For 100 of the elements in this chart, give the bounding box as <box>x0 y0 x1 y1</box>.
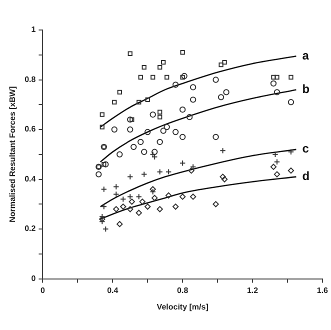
point <box>150 186 156 192</box>
point <box>130 117 134 122</box>
point <box>136 210 142 216</box>
point <box>102 162 106 167</box>
point <box>136 194 142 200</box>
point <box>179 160 186 166</box>
point <box>144 128 151 136</box>
point <box>271 74 276 80</box>
point <box>218 62 224 68</box>
point <box>138 74 143 80</box>
point <box>190 194 196 200</box>
x-tick-label: 0.4 <box>107 286 119 295</box>
point <box>116 151 123 158</box>
point <box>161 60 166 65</box>
point <box>145 97 150 102</box>
point <box>218 94 224 100</box>
point <box>164 124 170 130</box>
point <box>139 198 146 205</box>
point <box>100 112 104 117</box>
point <box>96 171 102 178</box>
point <box>179 106 186 113</box>
y-tick-label: 0.4 <box>24 174 36 184</box>
point <box>141 171 148 178</box>
point <box>181 72 188 80</box>
x-tick-label: 1.6 <box>316 286 329 295</box>
x-tick-label: 1.2 <box>246 286 259 295</box>
line-series <box>100 89 297 163</box>
point <box>138 138 144 146</box>
point <box>116 220 123 228</box>
point <box>172 128 179 136</box>
point <box>220 148 226 154</box>
point <box>180 50 185 55</box>
point <box>130 144 137 150</box>
point <box>136 100 142 104</box>
line-series <box>100 55 297 128</box>
x-axis-title: Velocity [m/s] <box>156 302 209 312</box>
point <box>100 186 108 192</box>
point <box>190 96 196 103</box>
point <box>144 204 151 210</box>
point <box>165 168 172 175</box>
point <box>172 82 179 88</box>
series-label: a <box>302 48 310 62</box>
point <box>274 89 280 96</box>
line-series <box>100 176 297 220</box>
point <box>179 194 186 200</box>
point <box>127 174 134 180</box>
point <box>212 134 219 140</box>
point <box>112 100 117 104</box>
y-axis-title: Normalised Resultant Forces [xBW] <box>8 86 18 222</box>
point <box>274 74 280 80</box>
point <box>158 110 162 114</box>
series-label: c <box>302 142 310 156</box>
point <box>212 76 219 83</box>
point <box>288 99 294 106</box>
point <box>150 111 156 118</box>
point <box>164 74 170 80</box>
point <box>188 167 194 174</box>
point <box>180 74 185 80</box>
point <box>190 84 196 90</box>
point <box>179 134 186 140</box>
series-label: b <box>302 82 310 96</box>
y-tick-label: 0 <box>31 274 36 284</box>
series-label: d <box>302 169 310 184</box>
point <box>152 194 158 202</box>
point <box>212 201 219 208</box>
point <box>111 126 118 133</box>
point <box>221 176 228 182</box>
point <box>288 74 294 80</box>
point <box>120 196 126 202</box>
point <box>270 164 277 170</box>
x-tick-label: 0 <box>40 286 46 295</box>
point <box>274 171 280 178</box>
point <box>127 206 134 212</box>
point <box>113 206 120 212</box>
point <box>127 126 134 133</box>
point <box>113 191 120 198</box>
point <box>223 89 230 96</box>
y-tick-label: 0.2 <box>24 224 36 234</box>
point <box>220 174 226 180</box>
point <box>141 148 148 156</box>
point <box>158 114 162 120</box>
point <box>128 198 135 205</box>
point <box>270 80 277 87</box>
point <box>127 194 134 200</box>
point <box>222 60 227 65</box>
point <box>156 168 163 175</box>
point <box>142 64 146 70</box>
point <box>288 167 294 174</box>
line-series <box>100 148 297 208</box>
point <box>128 51 132 56</box>
point <box>127 116 134 123</box>
point <box>158 64 162 70</box>
y-tick-label: 0.6 <box>24 124 36 134</box>
y-tick-label: 0.8 <box>24 74 36 84</box>
x-tick-label: 0.8 <box>177 286 189 295</box>
point <box>160 128 166 134</box>
y-tick-label: 1 <box>31 25 36 34</box>
point <box>120 204 126 210</box>
point <box>100 124 104 130</box>
point <box>172 204 179 210</box>
